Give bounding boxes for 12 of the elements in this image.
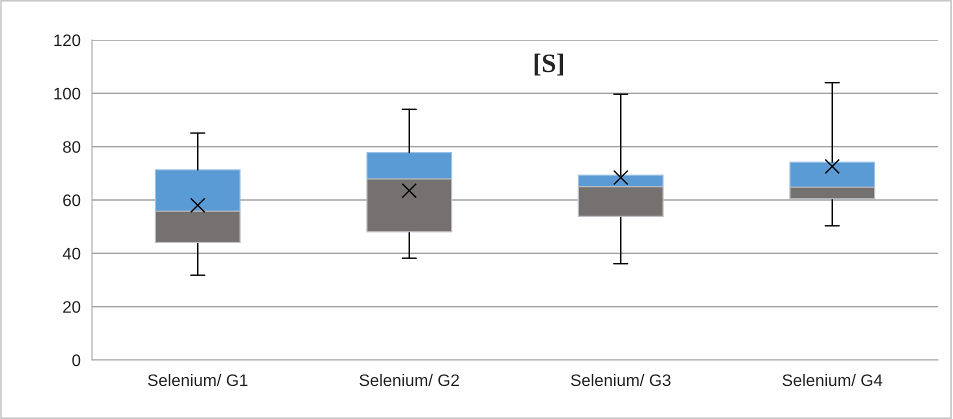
x-tick-label: Selenium/ G3	[571, 374, 671, 386]
x-tick-label: Selenium/ G4	[782, 374, 882, 386]
y-tick-label: 20	[63, 301, 80, 313]
x-tick-label: Selenium/ G1	[148, 374, 248, 386]
y-tick-label: 60	[63, 194, 80, 206]
chart-title: [S]	[534, 54, 564, 76]
y-tick-label: 40	[62, 248, 80, 260]
y-tick-label: 100	[54, 88, 80, 100]
x-tick-label: Selenium/ G2	[360, 374, 459, 386]
y-tick-label: 0	[72, 354, 80, 366]
y-tick-label: 120	[54, 34, 80, 46]
y-tick-label: 80	[63, 141, 80, 153]
